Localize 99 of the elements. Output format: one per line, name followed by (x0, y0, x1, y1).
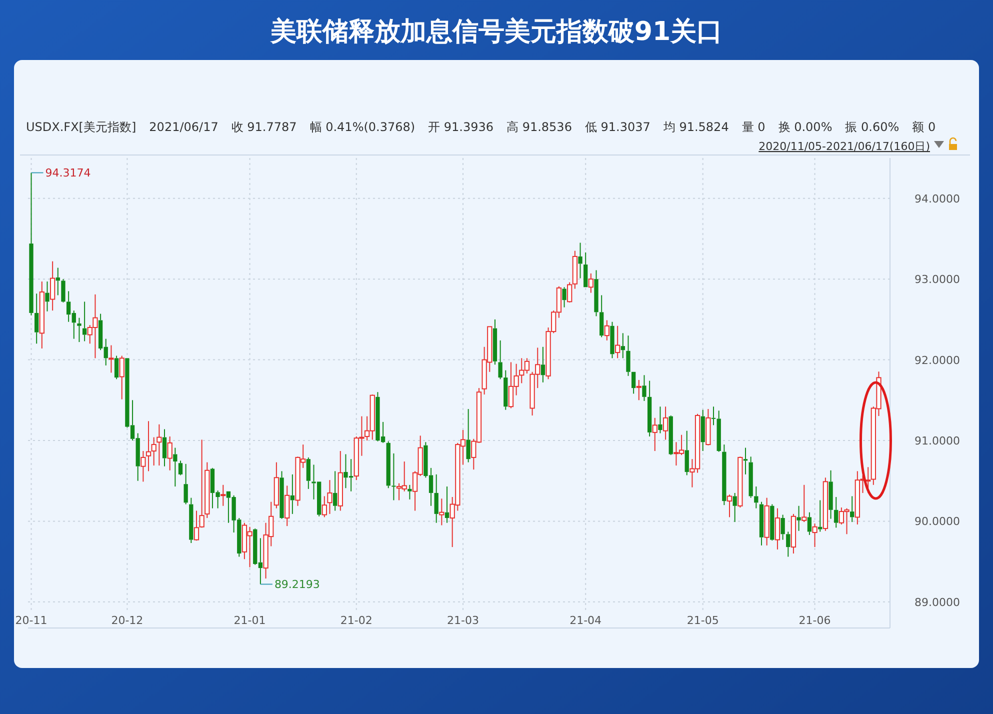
candlestick (408, 484, 412, 500)
candlestick (780, 514, 785, 540)
chart-title: 美联储释放加息信号美元指数破91关口 (269, 17, 723, 47)
candlestick (162, 428, 167, 467)
text: 2020/11/05-2021/06/17(160日) (758, 140, 930, 153)
candlestick (684, 430, 689, 476)
candlestick (167, 436, 172, 471)
candlestick (807, 512, 812, 536)
candlestick (850, 496, 854, 523)
text: 幅 0.41%(0.3768) (310, 120, 416, 134)
candlestick (82, 301, 87, 342)
candlestick (77, 317, 82, 343)
candlestick (61, 278, 66, 303)
candlestick (796, 505, 801, 532)
candlestick (332, 470, 338, 512)
candlestick (392, 452, 396, 501)
y-tick-label: 92.0000 (914, 354, 960, 367)
candlestick (722, 444, 726, 506)
candlestick (866, 466, 871, 494)
candlestick (327, 480, 332, 514)
candlestick (854, 470, 860, 525)
text: 量 0 (742, 120, 766, 134)
candlestick (642, 374, 646, 402)
text: 收 91.7787 (231, 120, 297, 134)
text: 低 91.3037 (584, 120, 650, 134)
annotation: 89.2193 (274, 578, 320, 592)
x-tick-label: 21-04 (570, 614, 602, 627)
candlestick (647, 380, 652, 437)
candlestick (466, 408, 470, 463)
candlestick (39, 280, 44, 349)
candlestick (173, 447, 178, 488)
candlestick (444, 486, 450, 524)
text: 高 91.8536 (506, 120, 572, 134)
candlestick (156, 424, 162, 466)
candlestick (146, 420, 152, 472)
candlestick (812, 523, 818, 548)
candlestick (504, 370, 508, 410)
candlestick (786, 531, 790, 558)
candlestick (220, 484, 226, 506)
y-tick-label: 93.0000 (914, 273, 960, 286)
x-tick-label: 21-03 (447, 614, 479, 627)
candlestick (748, 456, 753, 498)
candlestick (594, 270, 598, 317)
candlestick (439, 498, 444, 526)
x-tick-label: 20-11 (15, 614, 48, 627)
candlestick (652, 417, 658, 452)
candlestick (626, 335, 630, 376)
candlestick (274, 462, 280, 509)
text: 开 91.3936 (428, 120, 494, 134)
candlestick (636, 379, 642, 401)
candlestick (189, 497, 194, 544)
candlestick (284, 485, 290, 527)
candlestick (658, 406, 662, 434)
candlestick (764, 497, 770, 546)
x-tick-label: 21-06 (798, 614, 831, 627)
candlestick (610, 321, 614, 359)
candlestick (45, 280, 50, 312)
candlestick (280, 470, 284, 520)
candlestick (540, 346, 546, 383)
text: 均 91.5824 (662, 120, 729, 134)
x-tick-label: 21-05 (686, 614, 719, 627)
candlestick (700, 409, 705, 452)
text: 振 0.60% (845, 120, 900, 134)
candlestick (600, 294, 604, 338)
text: USDX.FX[美元指数] (26, 120, 136, 134)
annotation: 94.3174 (45, 166, 91, 180)
y-tick-label: 89.0000 (914, 596, 960, 609)
candlestick (620, 332, 625, 359)
candlestick (151, 436, 156, 466)
candlestick (108, 344, 114, 374)
candlestick (140, 450, 146, 482)
candlestick (34, 293, 39, 344)
text: 2021/06/17 (149, 120, 218, 134)
candlestick (759, 501, 764, 546)
x-tick-label: 21-02 (340, 614, 372, 627)
candlestick (50, 260, 56, 312)
candlestick (732, 492, 737, 523)
y-tick-label: 94.0000 (914, 192, 960, 206)
candlestick (668, 414, 673, 456)
candlestick (306, 456, 310, 490)
candlestick (562, 286, 566, 308)
candlestick (828, 470, 833, 520)
candlestick (834, 496, 838, 528)
text: 换 0.00% (778, 120, 832, 134)
x-tick-label: 21-01 (234, 614, 266, 627)
candlestick (29, 172, 34, 316)
candlestick (184, 463, 188, 505)
candlestick (774, 508, 780, 550)
x-tick-label: 20-12 (111, 614, 144, 627)
candlestick (492, 318, 498, 366)
candlestick (578, 242, 582, 279)
candlestick (386, 440, 390, 489)
candlestick (754, 486, 758, 509)
candlestick (604, 320, 610, 341)
candlestick (434, 474, 438, 524)
candlestick (498, 340, 502, 380)
y-tick-label: 90.0000 (914, 515, 960, 528)
y-tick-label: 91.0000 (914, 434, 960, 448)
text: 额 0 (912, 120, 936, 134)
